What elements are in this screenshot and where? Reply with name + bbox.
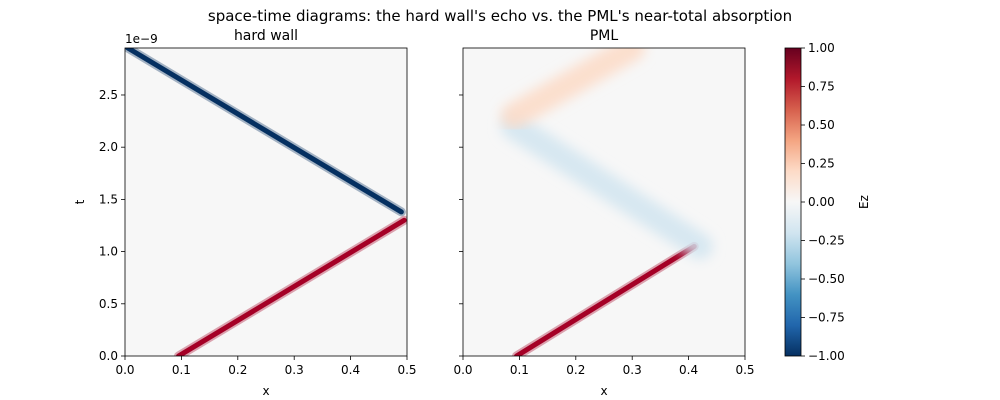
colorbar-tick-label: 0.75 xyxy=(808,80,835,94)
pulse-pml-2 xyxy=(500,48,646,129)
y-tick-label: 1.0 xyxy=(99,245,118,259)
panel-pml: PML 0.0 0.1 0.2 0.3 0.4 0.5 x xyxy=(453,28,754,398)
x-axis-label-hard-wall: x xyxy=(262,384,269,398)
y-tick-label: 0.5 xyxy=(99,297,118,311)
colorbar: 1.00 0.75 0.50 0.25 0.00 −0.25 −0.50 −0.75 −1.00… xyxy=(784,41,871,363)
x-ticks-pml: 0.0 0.1 0.2 0.3 0.4 0.5 xyxy=(453,356,755,377)
y-tick-label: 1.5 xyxy=(99,192,118,206)
y-ticks-hard-wall: 0.0 0.5 1.0 1.5 2.0 2.5 xyxy=(99,88,125,363)
colorbar-tick-label: −0.50 xyxy=(808,272,845,286)
pulse-hard-wall-0 xyxy=(176,217,407,356)
pulses-pml xyxy=(500,48,713,356)
x-tick-label: 0.0 xyxy=(453,363,472,377)
colorbar-ticks: 1.00 0.75 0.50 0.25 0.00 −0.25 −0.50 −0.75 −1.00 xyxy=(801,41,845,363)
panel-title-pml: PML xyxy=(590,28,619,44)
colorbar-tick-label: −1.00 xyxy=(808,349,845,363)
pulses-hard-wall xyxy=(125,48,407,356)
x-tick-label: 0.4 xyxy=(679,363,698,377)
pulse-pml-1 xyxy=(500,113,713,260)
heatmap-background-hard-wall xyxy=(125,48,407,356)
y-tick-label: 0.0 xyxy=(99,349,118,363)
axes-frame-hard-wall xyxy=(124,47,408,357)
colorbar-tick-label: −0.75 xyxy=(808,311,845,325)
colorbar-tick-label: 0.00 xyxy=(808,195,835,209)
x-tick-label: 0.0 xyxy=(115,363,134,377)
pulse-pml-0 xyxy=(514,243,697,356)
x-tick-label: 0.5 xyxy=(735,363,754,377)
y-scale-label: 1e−9 xyxy=(125,32,158,46)
y-tick-label: 2.5 xyxy=(99,88,118,102)
colorbar-tick-label: 0.25 xyxy=(808,157,835,171)
panel-hard-wall: hard wall 1e−9 0.0 0.1 0.2 0.3 0.4 0.5 0.0 0.5… xyxy=(73,28,417,398)
x-tick-label: 0.3 xyxy=(285,363,304,377)
colorbar-tick-label: −0.25 xyxy=(808,234,845,248)
panel-title-hard-wall: hard wall xyxy=(234,28,298,44)
x-ticks-hard-wall: 0.0 0.1 0.2 0.3 0.4 0.5 xyxy=(115,356,417,377)
colorbar-label: Ez xyxy=(857,195,871,209)
x-axis-label-pml: x xyxy=(600,384,607,398)
x-tick-label: 0.5 xyxy=(397,363,416,377)
heatmap-background-pml xyxy=(463,48,745,356)
pulse-hard-wall-1 xyxy=(125,48,404,215)
axes-frame-pml xyxy=(462,47,746,357)
colorbar-tick-label: 1.00 xyxy=(808,41,835,55)
x-tick-label: 0.4 xyxy=(341,363,360,377)
colorbar-tick-label: 0.50 xyxy=(808,118,835,132)
x-tick-label: 0.1 xyxy=(510,363,529,377)
y-tick-label: 2.0 xyxy=(99,140,118,154)
y-ticks-pml xyxy=(459,94,463,357)
colorbar-gradient xyxy=(785,48,801,356)
x-tick-label: 0.2 xyxy=(566,363,585,377)
x-tick-label: 0.2 xyxy=(228,363,247,377)
x-tick-label: 0.3 xyxy=(623,363,642,377)
figure-title: space-time diagrams: the hard wall's ech… xyxy=(208,7,792,25)
y-axis-label: t xyxy=(73,199,87,204)
x-tick-label: 0.1 xyxy=(172,363,191,377)
